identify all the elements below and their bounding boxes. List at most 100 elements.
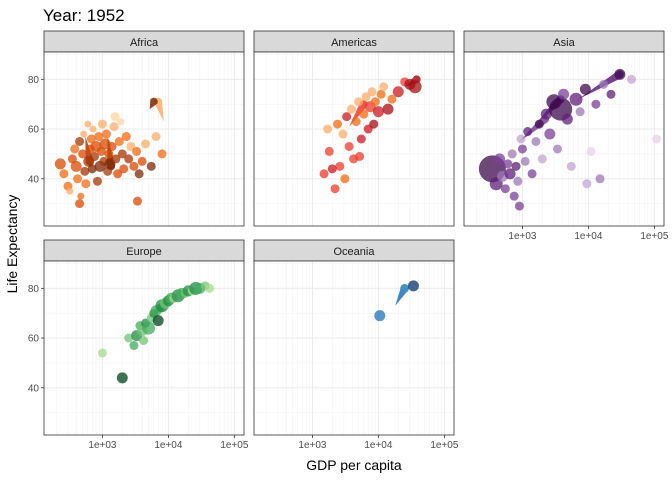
data-point — [70, 144, 80, 154]
facet-strip-label: Asia — [553, 37, 575, 49]
x-tick-label: 1e+05 — [430, 440, 459, 451]
data-point — [591, 99, 601, 109]
data-point — [132, 146, 142, 156]
data-point — [513, 176, 523, 186]
data-point — [534, 119, 544, 129]
panel-border — [43, 51, 245, 227]
data-point — [540, 108, 552, 120]
data-point — [80, 130, 88, 138]
data-point — [387, 94, 397, 104]
panel-border — [43, 260, 245, 436]
facet-strip-label: Africa — [130, 37, 159, 49]
data-point — [101, 129, 111, 139]
panel-background — [44, 261, 244, 435]
data-point — [119, 164, 129, 174]
facet-americas: Americas — [253, 30, 455, 227]
data-point — [340, 174, 350, 184]
data-point — [507, 149, 517, 159]
data-point — [111, 154, 121, 164]
motion-trail — [149, 97, 158, 110]
panel-border — [463, 51, 665, 227]
x-tick-label: 1e+03 — [298, 440, 327, 451]
panel-border — [253, 51, 455, 227]
data-point — [527, 169, 537, 179]
data-point — [514, 201, 524, 211]
data-point — [117, 118, 125, 126]
data-point — [324, 146, 334, 156]
data-point — [652, 134, 662, 144]
data-point — [75, 136, 85, 146]
data-point — [137, 156, 147, 166]
data-point — [134, 169, 144, 179]
data-point — [73, 174, 83, 184]
y-tick-label: 60 — [28, 125, 40, 136]
panel-background — [44, 52, 244, 226]
data-point — [537, 154, 547, 164]
data-point — [132, 196, 142, 206]
data-point — [129, 161, 139, 171]
data-point — [626, 74, 636, 84]
data-point — [78, 149, 88, 159]
data-point — [376, 89, 386, 99]
data-point — [139, 336, 149, 346]
data-point — [77, 192, 85, 200]
y-tick-label: 80 — [28, 75, 40, 86]
y-tick-label: 80 — [28, 284, 40, 295]
data-point — [516, 134, 526, 144]
x-tick-label: 1e+03 — [88, 440, 117, 451]
data-point — [372, 106, 384, 118]
data-point — [503, 159, 513, 169]
data-point — [500, 184, 510, 194]
data-point — [107, 141, 117, 151]
data-point — [561, 113, 573, 125]
data-point — [129, 341, 139, 351]
data-point — [370, 97, 380, 107]
data-point — [70, 160, 82, 172]
data-point — [569, 92, 583, 106]
data-point — [146, 161, 156, 171]
data-point — [97, 119, 107, 129]
facet-oceania: Oceania 1e+03 1e+04 1e+05 — [253, 239, 459, 451]
data-point — [544, 128, 556, 140]
data-point — [92, 176, 102, 186]
panel-border — [253, 260, 455, 436]
data-point — [614, 68, 626, 80]
data-point — [392, 86, 404, 98]
data-point — [342, 112, 352, 122]
data-point — [517, 144, 527, 154]
data-point — [330, 184, 340, 194]
data-point — [494, 153, 506, 165]
data-point — [338, 129, 348, 139]
data-point — [520, 156, 530, 166]
data-point — [80, 166, 90, 176]
data-point — [586, 146, 596, 156]
y-tick-label: 60 — [28, 334, 40, 345]
facet-strip-label: Europe — [126, 246, 161, 258]
data-point — [157, 149, 167, 159]
data-point — [359, 109, 369, 119]
data-point — [606, 89, 616, 99]
data-point — [109, 122, 119, 132]
x-tick-label: 1e+03 — [508, 231, 537, 242]
facet-asia: Asia 1e+03 1e+04 1e+05 — [463, 30, 669, 242]
data-point — [523, 127, 533, 137]
data-point — [595, 174, 605, 184]
y-tick-label: 40 — [28, 383, 40, 394]
data-point — [86, 134, 96, 144]
data-point — [582, 179, 592, 189]
data-point — [117, 149, 127, 159]
data-point — [152, 315, 164, 327]
data-point — [142, 321, 156, 335]
data-point — [151, 132, 161, 142]
y-axis-label: Life Expectancy — [4, 195, 20, 294]
data-point — [558, 88, 570, 100]
data-point — [141, 139, 151, 149]
facet-strip-label: Oceania — [334, 246, 376, 258]
data-point — [333, 119, 343, 129]
data-point — [81, 179, 91, 189]
data-point — [344, 141, 354, 151]
data-point — [124, 333, 134, 343]
data-point — [84, 120, 92, 128]
